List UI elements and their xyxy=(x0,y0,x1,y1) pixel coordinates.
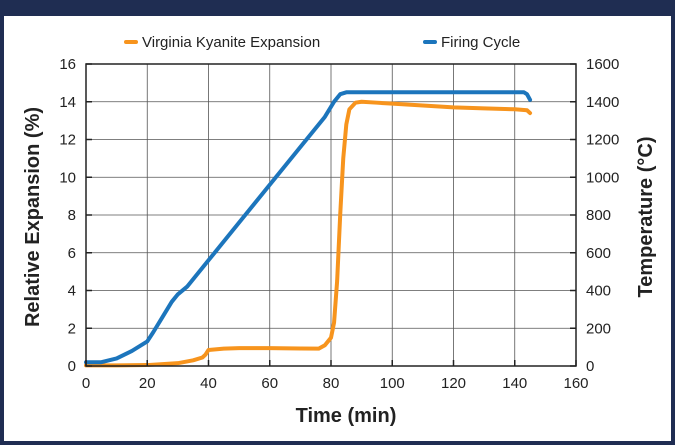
y2-tick-label: 1400 xyxy=(586,94,619,111)
y2-tick-label: 800 xyxy=(586,207,611,224)
legend-label-firing-cycle: Firing Cycle xyxy=(441,34,520,51)
legend: Virginia Kyanite Expansion Firing Cycle xyxy=(124,34,520,51)
tick-labels: 0 20 40 60 80 100 120 140 1600246810121416020040… xyxy=(59,56,619,392)
y2-tick-label: 1200 xyxy=(586,132,619,149)
series-layer xyxy=(84,90,533,368)
y2-tick-label: 400 xyxy=(586,283,611,300)
legend-label-kyanite: Virginia Kyanite Expansion xyxy=(142,34,320,51)
series-line-firing-cycle xyxy=(84,90,533,365)
y-tick-label: 2 xyxy=(68,320,76,337)
x-tick-label: 20 xyxy=(139,375,156,392)
y2-tick-label: 600 xyxy=(586,245,611,262)
x-tick-label: 140 xyxy=(502,375,527,392)
y-tick-label: 8 xyxy=(68,207,76,224)
y2-tick-label: 1000 xyxy=(586,169,619,186)
y-tick-label: 0 xyxy=(68,358,76,375)
axes xyxy=(85,63,577,367)
y2-tick-label: 1600 xyxy=(586,56,619,73)
y-tick-label: 10 xyxy=(59,169,76,186)
y-axis-title: Relative Expansion (%) xyxy=(22,107,44,327)
x-axis-title: Time (min) xyxy=(296,405,397,427)
y2-tick-label: 200 xyxy=(586,320,611,337)
x-tick-label: 100 xyxy=(380,375,405,392)
x-tick-label: 40 xyxy=(200,375,217,392)
y-tick-label: 6 xyxy=(68,245,76,262)
plot-frame xyxy=(85,63,577,367)
y-tick-label: 16 xyxy=(59,56,76,73)
y-tick-label: 12 xyxy=(59,132,76,149)
x-tick-label: 160 xyxy=(563,375,588,392)
y-tick-label: 14 xyxy=(59,94,76,111)
x-tick-label: 0 xyxy=(82,375,90,392)
x-tick-label: 120 xyxy=(441,375,466,392)
y-tick-label: 4 xyxy=(68,283,76,300)
y2-tick-label: 0 xyxy=(586,358,594,375)
y2-axis-title: Temperature (°C) xyxy=(635,137,657,298)
chart-panel: 0 20 40 60 80 100 120 140 160 0 2 4 6 8 10 12 14 16 0 200 40… xyxy=(4,16,671,441)
series-line-kyanite-expansion xyxy=(84,99,533,368)
x-tick-label: 80 xyxy=(323,375,340,392)
line-chart: 0 20 40 60 80 100 120 140 1600246810121416020040… xyxy=(22,34,657,427)
x-tick-label: 60 xyxy=(261,375,278,392)
